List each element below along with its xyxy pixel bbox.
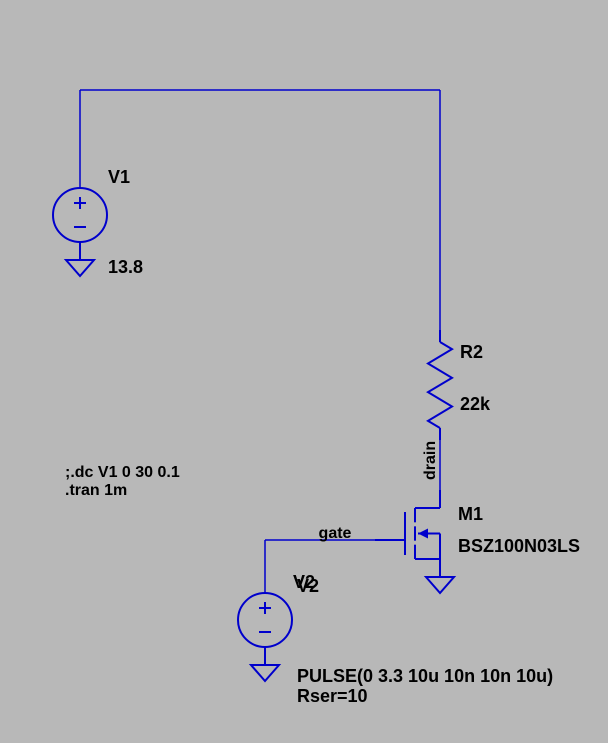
spice-line-0: ;.dc V1 0 30 0.1 [65,464,180,481]
v1-name: V1 [108,167,130,187]
r2-value: 22k [460,394,491,414]
v2-value-1: PULSE(0 3.3 10u 10n 10n 10u) [297,666,553,686]
v2-value-2: Rser=10 [297,686,368,706]
schematic-canvas: V113.8V2V2PULSE(0 3.3 10u 10n 10n 10u)Rs… [0,0,608,743]
ground-m1-source [426,577,454,593]
ground-v1 [66,260,94,276]
r2-name: R2 [460,342,483,362]
ground-v2 [251,665,279,681]
m1-name: M1 [458,504,483,524]
m1-value: BSZ100N03LS [458,536,580,556]
net-label-gate: gate [319,525,352,542]
net-label-drain: drain [422,441,439,480]
v1-value: 13.8 [108,257,143,277]
v2-voltage-source: V2V2PULSE(0 3.3 10u 10n 10n 10u)Rser=10 [238,572,553,706]
spice-line-1: .tran 1m [65,482,127,499]
v2-name: V2 [297,576,319,596]
spice-directives: ;.dc V1 0 30 0.1.tran 1m [65,464,180,499]
m1-mosfet: M1 BSZ100N03LS [375,490,580,577]
r2-resistor: R2 22k [428,330,491,440]
